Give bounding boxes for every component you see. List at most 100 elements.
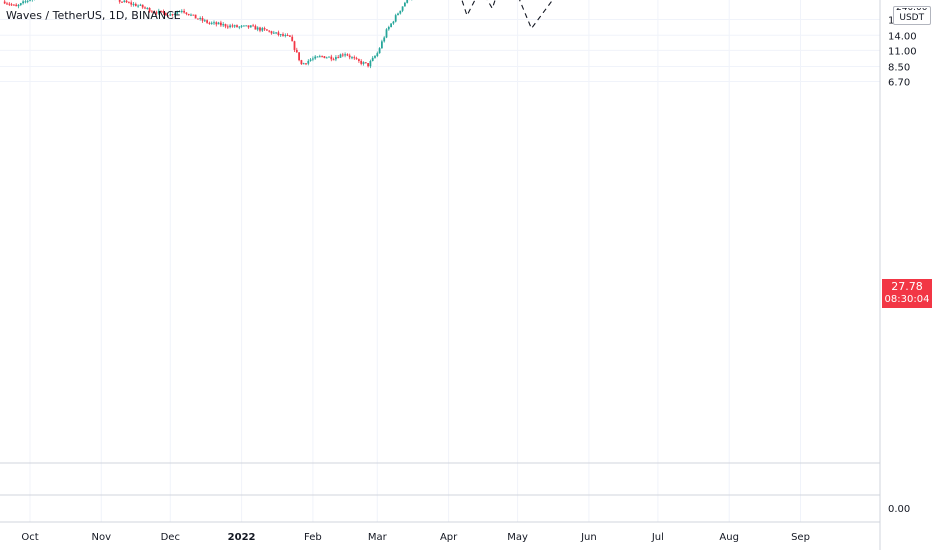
candle-body [245, 25, 248, 27]
candle-body [399, 10, 402, 14]
candle-body [305, 63, 307, 65]
projection-dashed-path [461, 0, 554, 30]
candle-body [162, 11, 165, 13]
candle-body [378, 48, 381, 54]
candle-body [312, 58, 314, 60]
candle-body [146, 7, 149, 9]
lower-pane-tick-label: 0.00 [888, 504, 910, 515]
candle-body [355, 58, 358, 60]
candle-body [199, 18, 202, 20]
candle-body [217, 22, 220, 25]
candle-body [194, 14, 197, 19]
candle-body [180, 10, 183, 12]
candle-body [238, 26, 241, 28]
time-tick-label: Nov [92, 532, 112, 543]
candle-body [394, 15, 397, 22]
candle-body [385, 29, 388, 38]
candle-body [360, 60, 363, 64]
candle-body [157, 10, 160, 14]
candle-body [17, 4, 20, 7]
candle-body [247, 25, 250, 28]
candle-body [369, 60, 372, 67]
candle-body [254, 25, 257, 30]
candle-body [164, 12, 167, 16]
candle-body [125, 0, 128, 3]
candle-body [174, 13, 176, 15]
bar-countdown: 08:30:04 [884, 294, 930, 305]
candle-body [346, 54, 349, 56]
candle-body [229, 25, 231, 28]
candle-body [3, 1, 6, 4]
candle-body [13, 4, 15, 6]
candle-body [121, 1, 123, 3]
time-tick-label: Feb [304, 532, 322, 543]
currency-unit-button[interactable]: 240.00 USDT [893, 6, 931, 25]
candle-body [314, 56, 317, 59]
candle-body [401, 6, 404, 11]
candle-body [318, 56, 321, 58]
candle-body [148, 7, 151, 12]
candle-body [291, 36, 294, 42]
candle-body [215, 22, 218, 25]
grid-lines [0, 0, 880, 522]
candle-body [240, 25, 243, 27]
candle-body [10, 4, 13, 6]
price-tick-label: 6.70 [888, 77, 910, 88]
candle-body [286, 35, 289, 37]
candle-body [270, 31, 273, 34]
candle-body [226, 26, 229, 28]
candle-body [203, 20, 206, 22]
candle-body [178, 11, 181, 13]
candle-body [309, 59, 312, 61]
candle-body [335, 57, 337, 60]
candle-body [141, 4, 144, 8]
candle-body [220, 22, 222, 26]
candle-body [22, 1, 24, 4]
candle-body [282, 34, 284, 36]
candle-body [268, 30, 271, 32]
candle-body [128, 2, 130, 4]
time-tick-label: Dec [161, 532, 180, 543]
candle-body [367, 63, 369, 67]
candle-body [24, 1, 27, 3]
candle-body [337, 57, 340, 59]
candle-body [323, 56, 326, 59]
candle-body [123, 0, 126, 2]
candle-body [295, 49, 298, 53]
candle-body [316, 56, 319, 58]
candle-body [201, 18, 204, 21]
candle-body [26, 0, 29, 2]
candle-body [169, 14, 172, 16]
candle-body [259, 27, 261, 31]
time-tick-label: Jun [580, 532, 597, 543]
candle-body [307, 60, 310, 64]
candle-body [171, 14, 174, 16]
candle-body [236, 25, 238, 28]
last-price-tag: 27.78 08:30:04 [882, 279, 932, 308]
time-tick-label: Aug [719, 532, 739, 543]
candle-body [277, 32, 280, 35]
time-axis-labels: Oct Nov Dec 2022 Feb Mar Apr May Jun Jul Aug Sep [21, 532, 810, 543]
candle-body [341, 54, 344, 56]
candle-body [197, 18, 199, 20]
candle-body [167, 15, 169, 17]
candle-body [381, 41, 383, 49]
candle-body [328, 56, 330, 58]
candle-body [206, 20, 208, 23]
candle-body [321, 56, 323, 58]
candle-body [272, 32, 275, 34]
candle-body [222, 24, 225, 26]
candle-body [233, 25, 236, 27]
candle-body [29, 0, 31, 1]
candle-body [160, 10, 162, 12]
candle-body [208, 22, 211, 24]
time-tick-label: May [507, 532, 528, 543]
candle-body [298, 52, 300, 61]
candle-body [6, 3, 8, 5]
candle-body [406, 0, 409, 3]
candle-body [118, 0, 121, 2]
candle-body [190, 14, 192, 16]
candle-body [176, 12, 179, 14]
candle-body [249, 25, 252, 28]
